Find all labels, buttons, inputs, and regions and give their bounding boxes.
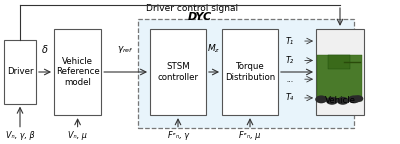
Text: T₁: T₁ [286, 37, 294, 46]
Ellipse shape [353, 95, 363, 102]
Bar [150, 29, 206, 115]
Bar [317, 55, 362, 101]
Text: Vehicle
Reference
model: Vehicle Reference model [56, 57, 100, 87]
Text: Vₙ, γ, β: Vₙ, γ, β [6, 131, 34, 140]
Text: Torque
Distribution: Torque Distribution [225, 62, 275, 82]
Text: T₄: T₄ [286, 93, 294, 102]
Text: T₂: T₂ [286, 56, 294, 65]
Text: DYC: DYC [188, 12, 212, 22]
Text: Driver control signal: Driver control signal [146, 4, 238, 13]
Ellipse shape [348, 95, 360, 103]
Text: $\gamma_{ref}$: $\gamma_{ref}$ [117, 44, 134, 55]
Ellipse shape [326, 97, 338, 105]
Bar [4, 40, 36, 104]
Bar [138, 19, 354, 128]
Bar [222, 29, 278, 115]
Bar [328, 55, 350, 69]
Text: Vₙ, μ: Vₙ, μ [68, 131, 87, 140]
Text: Vehicle: Vehicle [324, 96, 356, 105]
Text: STSM
controller: STSM controller [158, 62, 198, 82]
Text: Fᵉₙ, μ: Fᵉₙ, μ [239, 131, 261, 140]
Text: $M_z$: $M_z$ [207, 42, 221, 55]
Text: Fᵉₙ, γ: Fᵉₙ, γ [168, 131, 188, 140]
Bar [54, 29, 101, 115]
Text: Driver: Driver [7, 68, 33, 76]
Bar [316, 29, 364, 115]
Ellipse shape [315, 95, 327, 103]
Text: $\delta$: $\delta$ [41, 43, 48, 55]
Text: ...: ... [286, 75, 294, 84]
Ellipse shape [337, 97, 349, 105]
